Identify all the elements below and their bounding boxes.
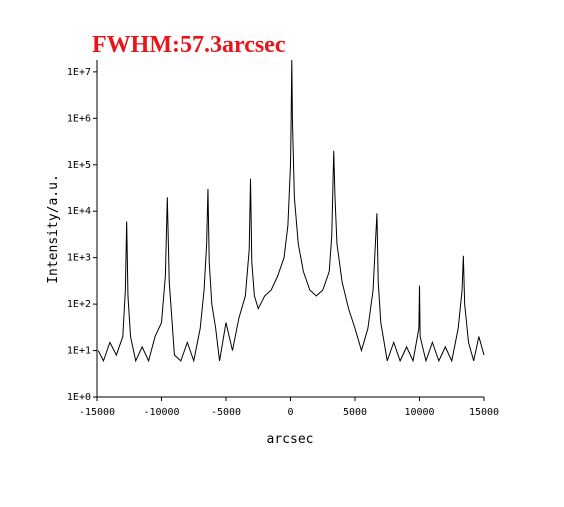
- x-tick-label: 15000: [469, 407, 499, 418]
- y-tick-label: 1E+7: [67, 67, 91, 78]
- y-tick-label: 1E+0: [67, 392, 91, 403]
- y-tick-label: 1E+6: [67, 113, 91, 124]
- x-tick-label: -10000: [143, 407, 179, 418]
- data-line: [97, 59, 485, 363]
- y-tick-label: 1E+5: [67, 160, 91, 171]
- y-axis-label: Intensity/a.u.: [46, 174, 61, 284]
- x-axis-label: arcsec: [267, 432, 314, 447]
- x-tick-label: 10000: [404, 407, 434, 418]
- x-tick-label: -5000: [211, 407, 241, 418]
- y-tick-label: 1E+3: [67, 253, 91, 264]
- x-tick-label: 0: [287, 407, 293, 418]
- chart-title: FWHM:57.3arcsec: [92, 32, 286, 58]
- x-tick-label: 5000: [343, 407, 367, 418]
- y-tick-label: 1E+2: [67, 299, 91, 310]
- y-tick-label: 1E+1: [67, 346, 91, 357]
- y-tick-label: 1E+4: [67, 206, 91, 217]
- x-tick-label: -15000: [79, 407, 115, 418]
